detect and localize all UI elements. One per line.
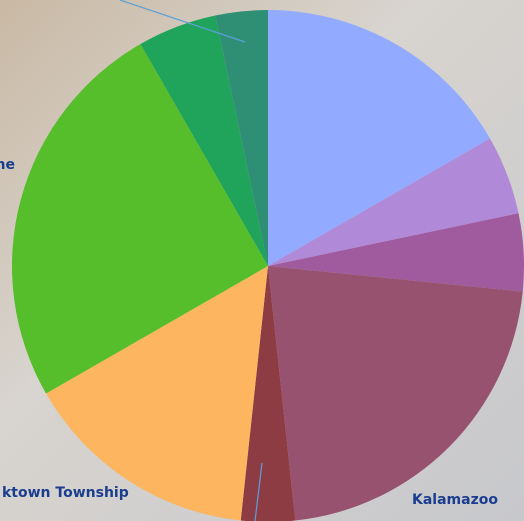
pie-slice [11,44,268,394]
pie-slice [215,10,268,266]
leader-line [119,0,246,43]
pie-slice [140,15,268,266]
pie-slice [268,213,524,292]
pie-slice [240,266,296,521]
slice-label: ktown Township [2,485,129,501]
pie-slice [268,10,490,266]
pie-slice [268,138,519,266]
pie-slice [268,266,523,521]
pie-slice [46,266,268,521]
slice-label: ne [0,157,15,173]
leader-line [254,462,263,521]
slice-label: Kalamazoo [412,492,498,508]
